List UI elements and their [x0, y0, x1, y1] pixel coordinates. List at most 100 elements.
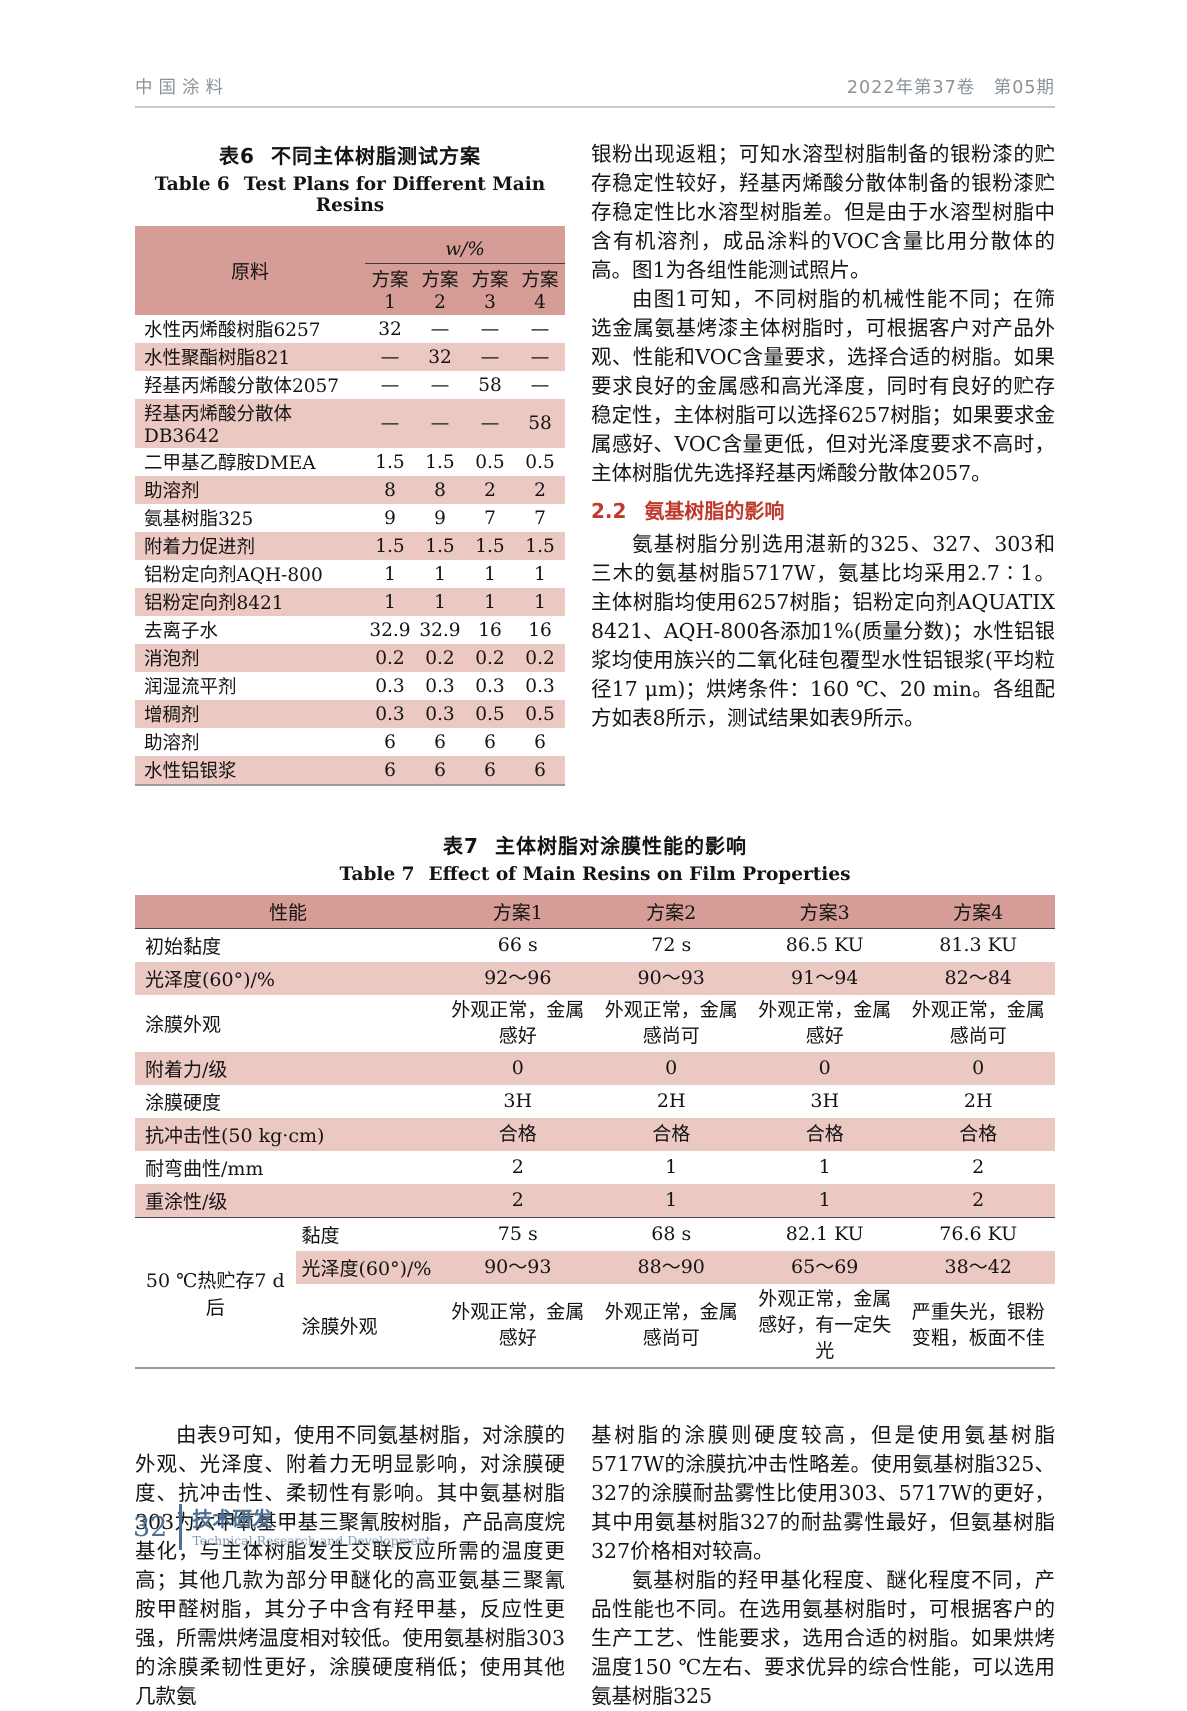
table6-row: 铝粉定向剂8421 1 1 1 1 [135, 588, 566, 616]
row-label: 水性丙烯酸树脂6257 [144, 320, 321, 341]
row-value: 0 [511, 1056, 524, 1079]
row-label: 助溶剂 [144, 733, 200, 754]
row-value: 32.9 [419, 619, 461, 641]
table7-title-en: Table 7 Effect of Main Resins on Film Pro… [135, 864, 1055, 885]
table6-row: 增稠剂 0.3 0.3 0.5 0.5 [135, 700, 566, 728]
page-header: 中国涂料 2022年第37卷 第05期 [135, 0, 1055, 108]
row-value: 72 s [651, 933, 692, 956]
row-value: 0.5 [525, 451, 555, 473]
row-value: 6 [534, 731, 546, 753]
row-value: 1 [434, 591, 446, 613]
row-value: 90～93 [637, 966, 705, 989]
page-number: 32 [133, 1511, 168, 1543]
row-label: 初始黏度 [145, 936, 222, 958]
row-value: 16 [528, 619, 552, 641]
table6-header-plan1: 方案1 [365, 263, 415, 315]
row-value: 0 [665, 1056, 678, 1079]
row-value: 6 [384, 759, 396, 781]
row-value: 1.5 [375, 451, 405, 473]
table6: 原料 w/% 方案1 方案2 方案3 方案4 水性丙烯酸树脂6257 32— — — 水… [135, 226, 566, 786]
row-value: — [480, 346, 500, 368]
row-value: 32 [378, 318, 402, 340]
table7-header-plan1: 方案1 [441, 895, 595, 929]
table6-row: 助溶剂 8 8 2 2 [135, 476, 566, 504]
row-value: — [530, 346, 550, 368]
row-label: 消泡剂 [144, 649, 200, 670]
row-value: 外观正常，金属感尚可 [911, 999, 1045, 1047]
row-value: 1 [484, 563, 496, 585]
table6-body: 水性丙烯酸树脂6257 32— — — 水性聚酯树脂821—32— — 羟基丙烯酸分散体20… [135, 315, 566, 785]
row-label: 铝粉定向剂AQH-800 [144, 565, 323, 586]
row-value: — [380, 413, 400, 434]
table6-row: 铝粉定向剂AQH-800 1 1 1 1 [135, 560, 565, 588]
table6-row: 二甲基乙醇胺DMEA 1.5 1.5 0.5 0.5 [135, 448, 565, 476]
table6-row: 水性铝银浆 6 6 6 6 [135, 756, 566, 785]
row-value: 32 [428, 346, 452, 368]
row-value: — [380, 346, 400, 368]
table6-row: 氨基树脂325 9 9 7 7 [135, 504, 565, 532]
row-value: — [430, 374, 450, 396]
row-value: 2 [534, 479, 546, 501]
row-value: 92～96 [484, 966, 552, 989]
paragraph: 银粉出现返粗；可知水溶型树脂制备的银粉漆的贮存稳定性较好，羟基丙烯酸分散体制备的… [591, 142, 1055, 282]
table6-title-en: Table 6 Test Plans for Different Main Res… [135, 174, 565, 216]
row-value: 0.2 [425, 647, 455, 669]
row-value: 2 [972, 1155, 985, 1178]
section-heading-2-2: 2.2 氨基树脂的影响 [591, 495, 1055, 524]
row-value: 0.3 [425, 675, 455, 697]
row-value: 0.2 [525, 647, 555, 669]
row-value: 6 [434, 759, 446, 781]
row-value: 6 [484, 759, 496, 781]
row-value: 外观正常，金属感好 [451, 999, 585, 1047]
row-label: 羟基丙烯酸分散体2057 [144, 376, 340, 397]
row-value: 1.5 [475, 535, 505, 557]
table7: 性能 方案1 方案2 方案3 方案4 初始黏度 66 s 72 s 86.5 KU 81… [135, 895, 1055, 1370]
row-value: 外观正常，金属感好，有一定失光 [758, 1288, 892, 1362]
section-number: 2.2 [591, 499, 627, 523]
row-value: 66 s [497, 933, 538, 956]
table7-number-zh: 表7 [443, 834, 479, 858]
section-title: 氨基树脂的影响 [644, 499, 785, 523]
table6-header-plan3: 方案3 [465, 263, 515, 315]
row-value: 合格 [498, 1122, 537, 1145]
row-value: 16 [478, 619, 502, 641]
row-value: 82.1 KU [785, 1222, 864, 1245]
row-label: 涂膜外观 [145, 1014, 222, 1037]
row-value: 1 [384, 591, 396, 613]
sub-label: 光泽度(60°)/% [301, 1258, 432, 1281]
table7-row: 附着力/级 0 0 0 0 [135, 1052, 1055, 1086]
row-value: 82～84 [944, 966, 1012, 989]
table6-header-plan2: 方案2 [415, 263, 465, 315]
row-value: 3H [810, 1089, 840, 1112]
paragraph: 基树脂的涂膜则硬度较高，但是使用氨基树脂5717W的涂膜抗冲击性略差。使用氨基树… [591, 1423, 1055, 1564]
row-label: 涂膜硬度 [145, 1092, 222, 1115]
table7-header-plan4: 方案4 [901, 895, 1055, 929]
row-value: 0.3 [425, 703, 455, 725]
row-label: 附着力促进剂 [144, 537, 256, 558]
right-text-column: 银粉出现返粗；可知水溶型树脂制备的银粉漆的贮存稳定性较好，羟基丙烯酸分散体制备的… [591, 140, 1055, 786]
row-label: 附着力/级 [145, 1059, 228, 1082]
row-value: 75 s [497, 1222, 538, 1245]
row-label: 铝粉定向剂8421 [144, 593, 284, 614]
table6-block: 表6 不同主体树脂测试方案 Table 6 Test Plans for Diffe… [135, 140, 566, 786]
row-label: 增稠剂 [144, 705, 200, 726]
footer-divider-bar [179, 1504, 183, 1550]
row-value: 严重失光，银粉变粗，板面不佳 [911, 1301, 1045, 1349]
table7-block: 表7 主体树脂对涂膜性能的影响 Table 7 Effect of Main Res… [135, 830, 1055, 1370]
top-section: 表6 不同主体树脂测试方案 Table 6 Test Plans for Diffe… [135, 140, 1055, 786]
table7-group-row: 50 ℃热贮存7 d后 黏度 75 s 68 s 82.1 KU 76.6 KU [135, 1217, 1055, 1369]
sub-label: 涂膜外观 [301, 1316, 378, 1339]
row-value: 2H [656, 1089, 686, 1112]
row-value: 0.3 [475, 675, 505, 697]
table7-header-plan2: 方案2 [594, 895, 748, 929]
row-label: 光泽度(60°)/% [145, 969, 275, 991]
footer-section-en: Technical Research and Development [192, 1532, 431, 1548]
row-value: 58 [528, 413, 552, 434]
row-value: 合格 [959, 1122, 998, 1145]
table6-header-plan4: 方案4 [515, 263, 566, 315]
row-value: 8 [434, 479, 446, 501]
issue-info: 2022年第37卷 第05期 [846, 78, 1055, 98]
row-value: 1 [384, 563, 396, 585]
row-value: 9 [384, 507, 396, 529]
